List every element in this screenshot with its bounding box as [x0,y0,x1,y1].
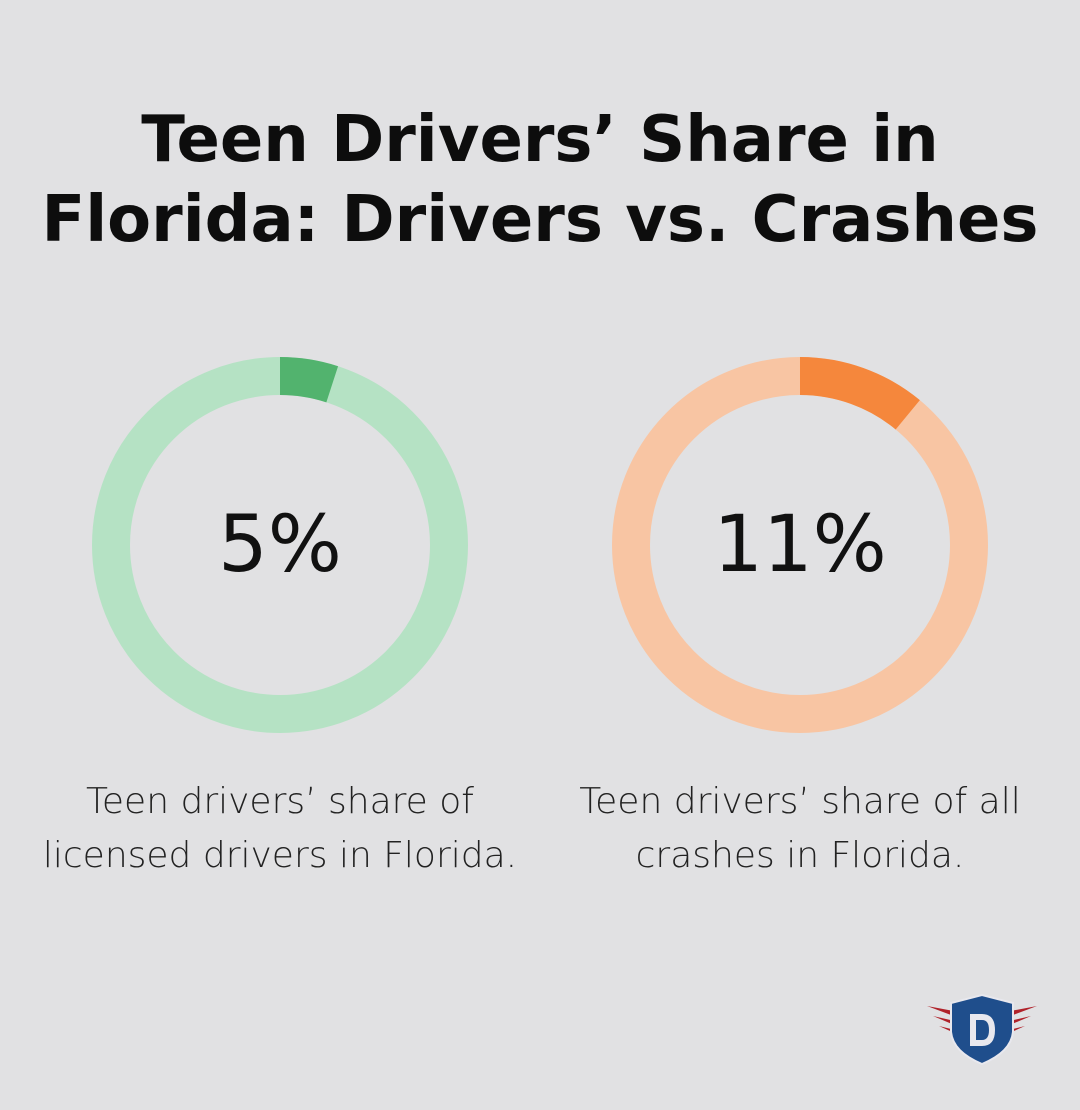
donut-segment [612,357,988,733]
donut-value-label: 5% [218,500,342,590]
donut-svg [612,357,988,733]
shield-icon [950,993,1014,1066]
donut-chart-licensed: 5% [90,355,470,735]
donut-svg [92,357,468,733]
page-title: Teen Drivers’ Share in Florida: Drivers … [0,100,1080,260]
title-line-2: Florida: Drivers vs. Crashes [41,183,1039,257]
donut-value-label: 11% [713,500,887,590]
donut-caption: Teen drivers’ share of all crashes in Fl… [579,781,1021,876]
donut-caption: Teen drivers’ share of licensed drivers … [42,781,518,876]
donut-chart-crashes: 11% [610,355,990,735]
donut-segment [92,357,468,733]
brand-logo [927,993,1037,1066]
logo-letter-d [970,1014,995,1046]
title-line-1: Teen Drivers’ Share in [141,103,939,177]
